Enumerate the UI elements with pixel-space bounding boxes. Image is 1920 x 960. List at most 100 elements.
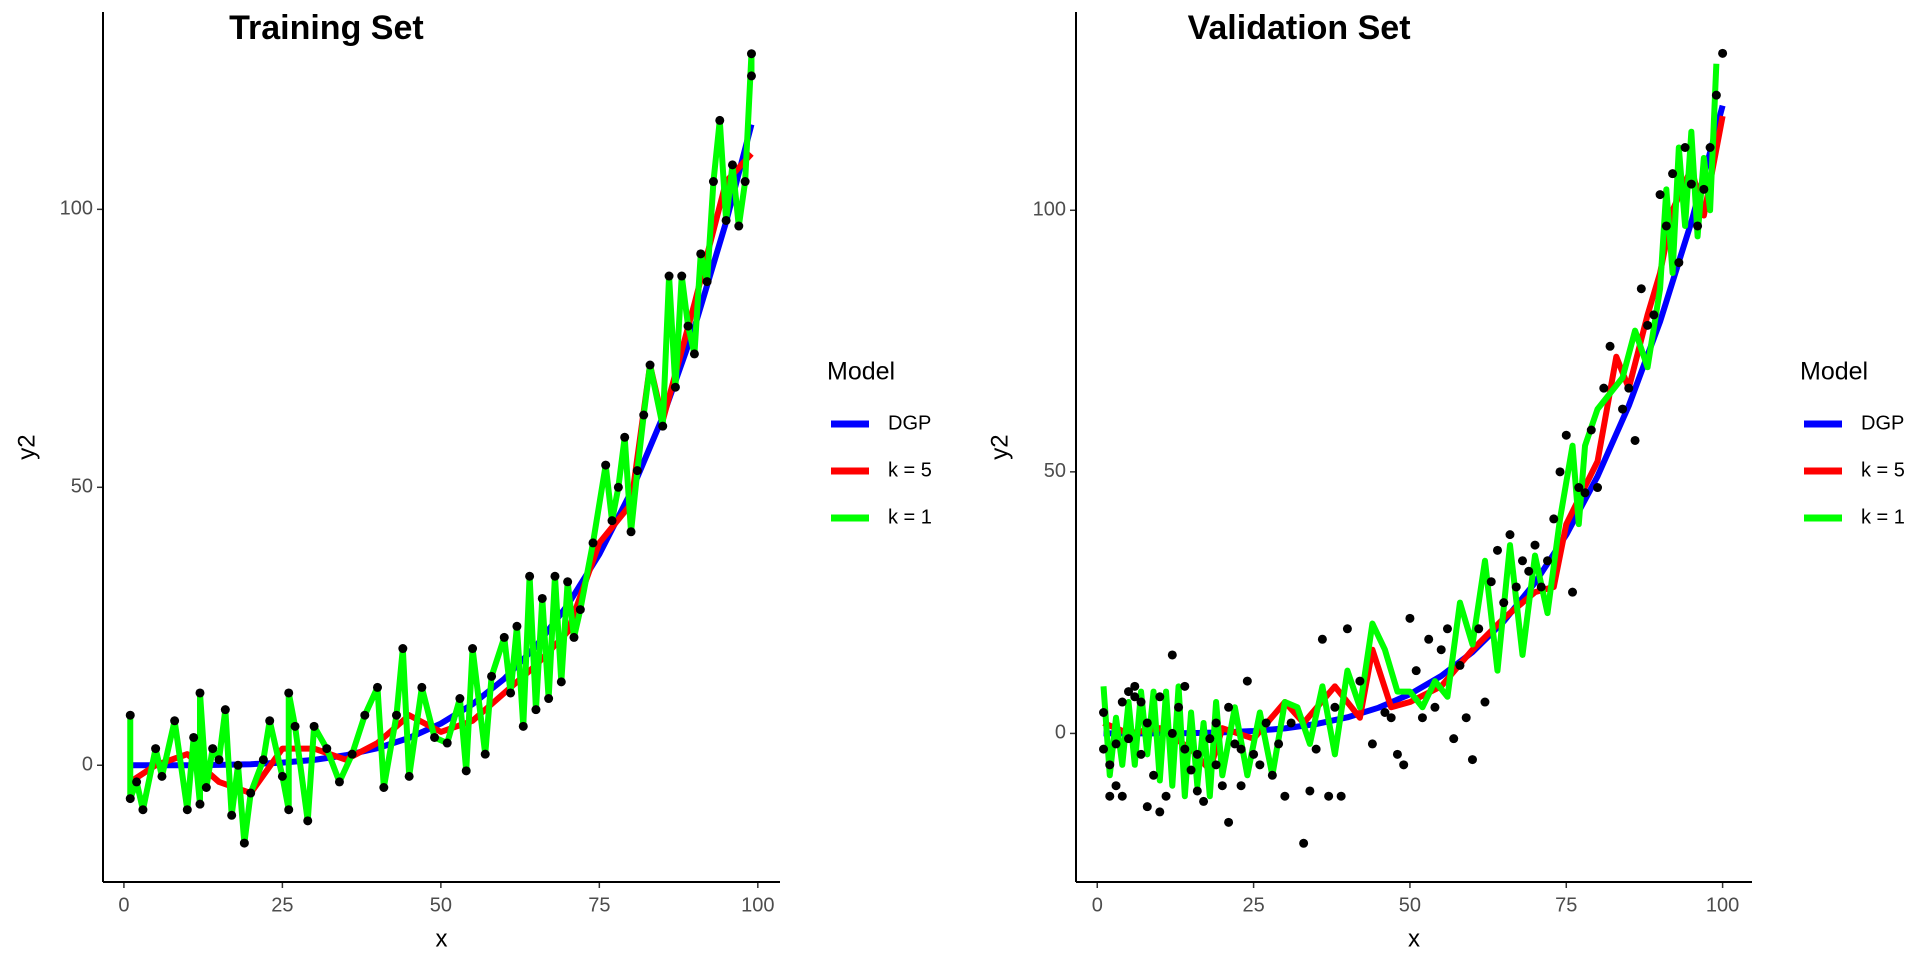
data-point	[157, 771, 167, 781]
data-point	[1517, 556, 1527, 566]
legend-label: k = 5	[888, 459, 932, 481]
data-point	[1224, 702, 1234, 712]
y-axis-title: y2	[13, 434, 40, 459]
x-axis-title: x	[1408, 925, 1420, 952]
data-point	[233, 760, 243, 770]
x-tick-label: 50	[430, 894, 452, 916]
data-point	[518, 721, 528, 731]
legend-label: DGP	[888, 412, 931, 434]
legend-title: Model	[1800, 358, 1868, 386]
data-point	[1224, 817, 1234, 827]
x-tick-label: 75	[1555, 894, 1577, 916]
series-line	[127, 50, 755, 847]
data-point	[1367, 739, 1377, 749]
data-point	[563, 577, 573, 587]
data-point	[1236, 781, 1246, 791]
data-point	[284, 688, 294, 698]
data-point	[138, 805, 148, 815]
data-point	[1211, 718, 1221, 728]
data-point	[1142, 718, 1152, 728]
data-point	[1255, 760, 1265, 770]
data-point	[1636, 284, 1646, 294]
data-point	[1099, 744, 1109, 754]
data-point	[1467, 755, 1477, 765]
data-point	[1668, 169, 1678, 179]
data-point	[1499, 598, 1509, 608]
data-point	[1605, 341, 1615, 351]
data-point	[360, 710, 370, 720]
series-line	[128, 151, 754, 797]
data-point	[1380, 707, 1390, 717]
data-point	[1099, 707, 1109, 717]
data-point	[664, 271, 674, 281]
y-tick-label: 50	[71, 476, 93, 498]
data-point	[1474, 624, 1484, 634]
data-point	[1192, 749, 1202, 759]
data-point	[1149, 770, 1159, 780]
data-point	[1718, 48, 1728, 58]
data-point	[182, 805, 192, 815]
data-point	[1217, 781, 1227, 791]
legend-label: DGP	[1861, 412, 1904, 434]
data-point	[1649, 310, 1659, 320]
data-point	[1624, 383, 1634, 393]
data-point	[284, 805, 294, 815]
data-point	[575, 605, 585, 615]
data-point	[727, 160, 737, 170]
data-point	[1661, 221, 1671, 231]
data-point	[1167, 650, 1177, 660]
data-point	[1155, 692, 1165, 702]
data-point	[430, 732, 440, 742]
data-point	[1618, 404, 1628, 414]
data-point	[556, 677, 566, 687]
x-tick-label: 75	[588, 894, 610, 916]
data-point	[499, 632, 509, 642]
data-point	[1386, 713, 1396, 723]
legend-label: k = 1	[1861, 506, 1905, 528]
x-tick-label: 0	[118, 894, 129, 916]
data-point	[1411, 666, 1421, 676]
data-point	[1155, 807, 1165, 817]
data-point	[220, 705, 230, 715]
data-point	[1530, 540, 1540, 550]
data-point	[721, 215, 731, 225]
data-point	[1486, 577, 1496, 587]
data-point	[1305, 786, 1315, 796]
data-point	[550, 571, 560, 581]
data-point	[1105, 760, 1115, 770]
data-point	[214, 755, 224, 765]
data-point	[1274, 739, 1284, 749]
data-point	[1524, 566, 1534, 576]
data-point	[1111, 739, 1121, 749]
data-point	[290, 721, 300, 731]
data-point	[1205, 734, 1215, 744]
data-point	[227, 810, 237, 820]
data-point	[607, 516, 617, 526]
data-point	[1330, 702, 1340, 712]
data-point	[1142, 802, 1152, 812]
data-point	[1317, 634, 1327, 644]
data-point	[620, 432, 630, 442]
data-point	[531, 705, 541, 715]
data-point	[512, 621, 522, 631]
y-tick-label: 100	[60, 198, 93, 220]
x-tick-label: 100	[741, 894, 774, 916]
data-point	[1180, 744, 1190, 754]
data-point	[1711, 90, 1721, 100]
data-point	[715, 115, 725, 125]
data-point	[1167, 728, 1177, 738]
data-point	[372, 682, 382, 692]
data-point	[1680, 142, 1690, 152]
data-point	[1136, 697, 1146, 707]
data-point	[1211, 760, 1221, 770]
data-point	[1430, 702, 1440, 712]
data-point	[689, 349, 699, 359]
data-point	[1480, 697, 1490, 707]
data-point	[1655, 190, 1665, 200]
data-point	[1686, 179, 1696, 189]
data-point	[1105, 791, 1115, 801]
data-point	[1117, 697, 1127, 707]
data-point	[1230, 739, 1240, 749]
data-point	[734, 221, 744, 231]
x-axis-title: x	[436, 925, 448, 952]
